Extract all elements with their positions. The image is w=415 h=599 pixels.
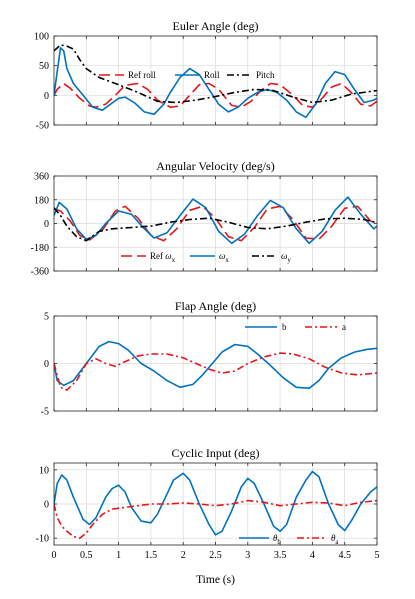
series-line-1 xyxy=(54,340,377,389)
legend-label: Pitch xyxy=(256,70,275,80)
x-tick-label: 4.5 xyxy=(338,550,351,561)
x-tick-label: 2 xyxy=(181,550,186,561)
x-axis-label: Time (s) xyxy=(196,574,235,586)
chart-title: Angular Velocity (deg/s) xyxy=(156,159,274,173)
x-tick-label: 1.5 xyxy=(145,550,158,561)
legend-label: ωy xyxy=(281,251,291,264)
legend-label: Ref roll xyxy=(128,70,156,80)
chart-title: Flap Angle (deg) xyxy=(175,299,256,313)
x-tick-label: 4 xyxy=(310,550,315,561)
legend-label: b xyxy=(282,322,287,332)
series-line-3 xyxy=(54,44,377,104)
y-tick-label: -50 xyxy=(36,121,49,132)
y-tick-label: 0 xyxy=(44,500,49,511)
x-tick-label: 0 xyxy=(52,550,57,561)
y-tick-label: 0 xyxy=(44,91,49,102)
chart-title: Cyclic Input (deg) xyxy=(172,446,260,460)
x-tick-label: 2.5 xyxy=(209,550,222,561)
y-tick-label: -180 xyxy=(31,243,49,254)
series-line-2 xyxy=(54,499,377,539)
legend-label: ωx xyxy=(219,251,229,264)
chart-legend: Ref roll Roll Pitch xyxy=(99,70,275,80)
chart-legend: Ref ωx ωx ωy xyxy=(121,251,291,264)
x-tick-label: 3 xyxy=(245,550,250,561)
y-tick-label: 5 xyxy=(44,312,49,323)
series-line-3 xyxy=(54,207,377,242)
y-tick-label: -10 xyxy=(36,534,49,545)
y-tick-label: 50 xyxy=(39,61,49,72)
y-tick-label: 100 xyxy=(34,32,49,43)
y-tick-label: -5 xyxy=(41,407,49,418)
series-line-1 xyxy=(54,470,377,536)
y-tick-label: 180 xyxy=(34,195,49,206)
chart-panel-2: -360 -180 0 180 360 Angular Velocity (deg/s) R… xyxy=(31,159,378,278)
legend-label: Roll xyxy=(204,70,220,80)
legend-label: θb xyxy=(273,533,281,546)
x-tick-label: 5 xyxy=(375,550,380,561)
series-line-2 xyxy=(54,352,377,391)
x-tick-label: 1 xyxy=(116,550,121,561)
legend-label: a xyxy=(342,322,346,332)
series-line-2 xyxy=(54,196,377,245)
y-tick-label: -360 xyxy=(31,267,49,278)
y-tick-label: 360 xyxy=(34,172,49,183)
y-tick-label: 10 xyxy=(39,465,49,476)
chart-panel-1: -50 0 50 100 Euler Angle (deg) Ref roll Roll Pi… xyxy=(34,19,378,132)
y-tick-label: 0 xyxy=(44,219,49,230)
legend-label: θa xyxy=(331,533,339,546)
chart-legend: θb θa xyxy=(239,533,339,546)
x-tick-label: 0.5 xyxy=(80,550,93,561)
y-tick-label: 0 xyxy=(44,359,49,370)
x-tick-label: 3.5 xyxy=(274,550,287,561)
chart-title: Euler Angle (deg) xyxy=(173,19,259,33)
legend-label: Ref ωx xyxy=(150,251,176,264)
